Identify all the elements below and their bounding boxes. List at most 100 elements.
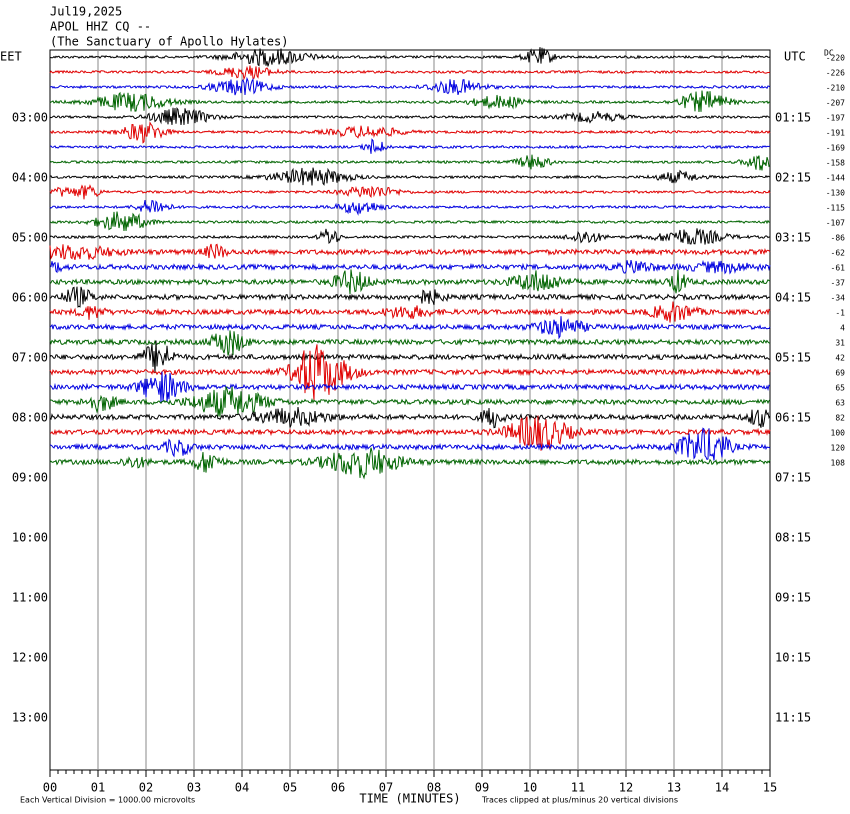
trace	[49, 330, 771, 356]
dc-offset: 65	[835, 384, 845, 393]
trace	[49, 228, 771, 245]
eet-time: 11:00	[12, 591, 48, 605]
trace	[49, 106, 771, 125]
footer-left: Each Vertical Division = 1000.00 microvo…	[20, 796, 195, 805]
utc-time: 08:15	[775, 531, 811, 545]
dc-offset: 31	[835, 339, 845, 348]
dc-offset: -1	[835, 309, 845, 318]
dc-offset: -62	[831, 249, 846, 258]
utc-time: 03:15	[775, 231, 811, 245]
eet-time: 09:00	[12, 471, 48, 485]
dc-offset: -158	[826, 159, 845, 168]
eet-time: 06:00	[12, 291, 48, 305]
trace	[49, 243, 771, 260]
dc-label: DC	[824, 49, 834, 58]
x-tick-label: 01	[91, 781, 105, 795]
trace	[49, 407, 771, 429]
utc-time: 11:15	[775, 711, 811, 725]
x-tick-label: 10	[523, 781, 537, 795]
x-tick-label: 12	[619, 781, 633, 795]
trace	[49, 65, 771, 81]
eet-time: 05:00	[12, 231, 48, 245]
trace	[49, 121, 771, 144]
dc-offset: -191	[826, 129, 845, 138]
trace	[49, 154, 771, 171]
trace	[49, 316, 771, 340]
eet-time: 08:00	[12, 411, 48, 425]
trace	[49, 340, 771, 374]
dc-offset: 108	[831, 459, 846, 468]
trace	[49, 415, 771, 451]
utc-time: 06:15	[775, 411, 811, 425]
dc-offset: -169	[826, 144, 845, 153]
trace	[49, 344, 771, 401]
dc-offset: 120	[831, 444, 846, 453]
utc-time: 09:15	[775, 591, 811, 605]
dc-offset: -144	[826, 174, 845, 183]
utc-time: 05:15	[775, 351, 811, 365]
x-tick-label: 14	[715, 781, 729, 795]
x-tick-label: 15	[763, 781, 777, 795]
dc-offset: 100	[831, 429, 846, 438]
dc-offset: -197	[826, 114, 845, 123]
trace	[49, 199, 771, 216]
trace	[49, 259, 771, 275]
dc-offset: -115	[826, 204, 845, 213]
trace	[49, 47, 771, 67]
utc-time: 10:15	[775, 651, 811, 665]
trace	[49, 138, 771, 154]
x-tick-label: 13	[667, 781, 681, 795]
dc-offset: -86	[831, 234, 846, 243]
x-tick-label: 07	[379, 781, 393, 795]
x-tick-label: 03	[187, 781, 201, 795]
utc-time: 02:15	[775, 171, 811, 185]
trace	[49, 167, 771, 186]
dc-offset: -226	[826, 69, 845, 78]
dc-offset: -37	[831, 279, 846, 288]
dc-offset: -61	[831, 264, 846, 273]
dc-offset: -34	[831, 294, 846, 303]
dc-offset: -220	[826, 54, 845, 63]
trace	[49, 386, 771, 417]
x-tick-label: 02	[139, 781, 153, 795]
x-axis-title: TIME (MINUTES)	[359, 792, 460, 806]
x-tick-label: 00	[43, 781, 57, 795]
site: (The Sanctuary of Apollo Hylates)	[50, 35, 288, 49]
eet-time: 03:00	[12, 111, 48, 125]
dc-offset: 63	[835, 399, 845, 408]
trace	[49, 90, 771, 113]
x-tick-label: 09	[475, 781, 489, 795]
eet-time: 13:00	[12, 711, 48, 725]
dc-offset: 4	[840, 324, 845, 333]
right-zone: UTC	[784, 50, 806, 64]
trace	[49, 447, 771, 480]
x-tick-label: 04	[235, 781, 249, 795]
dc-offset: -210	[826, 84, 845, 93]
trace	[49, 184, 771, 200]
station: APOL HHZ CQ --	[50, 20, 151, 34]
dc-offset: 82	[835, 414, 845, 423]
trace	[49, 211, 771, 232]
x-tick-label: 11	[571, 781, 585, 795]
dc-offset: 42	[835, 354, 845, 363]
footer-right: Traces clipped at plus/minus 20 vertical…	[481, 796, 678, 805]
trace	[49, 76, 771, 96]
trace	[49, 286, 771, 308]
left-zone: EET	[0, 50, 22, 64]
utc-time: 01:15	[775, 111, 811, 125]
eet-time: 10:00	[12, 531, 48, 545]
eet-time: 04:00	[12, 171, 48, 185]
utc-time: 04:15	[775, 291, 811, 305]
trace	[49, 371, 771, 403]
utc-time: 07:15	[775, 471, 811, 485]
eet-time: 07:00	[12, 351, 48, 365]
dc-offset: -107	[826, 219, 845, 228]
trace	[49, 269, 771, 295]
dc-offset: -130	[826, 189, 845, 198]
trace	[49, 301, 771, 323]
trace	[49, 427, 771, 461]
eet-time: 12:00	[12, 651, 48, 665]
dc-offset: -207	[826, 99, 845, 108]
